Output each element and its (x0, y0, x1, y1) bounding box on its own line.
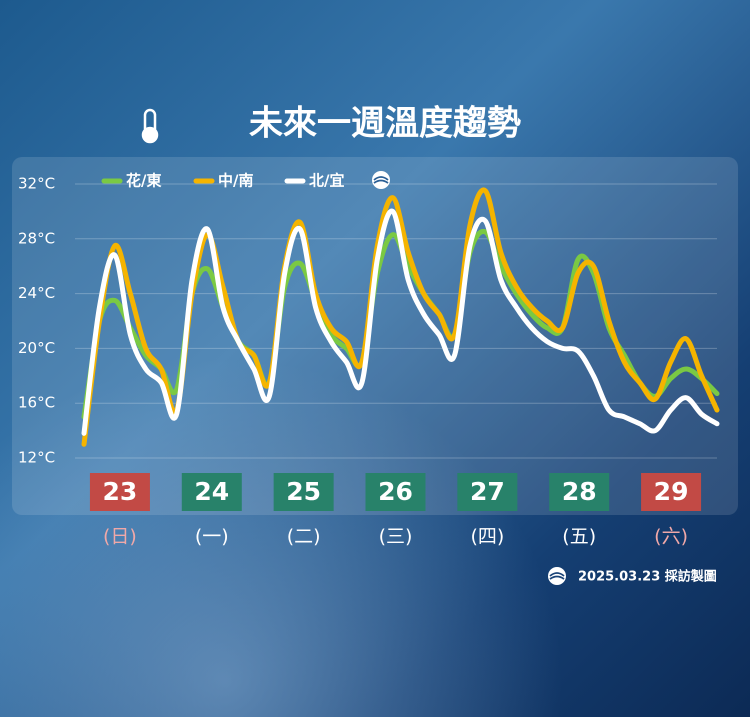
day-weekday: (日) (103, 526, 137, 548)
logo (372, 171, 390, 189)
thermometer-icon (141, 108, 159, 144)
day-date: 26 (378, 477, 413, 506)
day-date: 28 (562, 477, 597, 506)
day-weekday: (四) (470, 526, 504, 548)
day-box (549, 473, 610, 511)
day-box (641, 473, 702, 511)
day-date: 27 (470, 477, 505, 506)
chart-panel (12, 157, 738, 515)
day-weekday: (五) (562, 526, 596, 548)
day-box (89, 473, 150, 511)
day-weekday: (三) (379, 526, 413, 548)
y-tick-label: 20°C (18, 339, 55, 357)
footer-logo (548, 567, 566, 585)
y-tick-label: 32°C (18, 175, 55, 193)
y-tick-label: 16°C (18, 394, 55, 412)
day-weekday: (二) (287, 526, 321, 548)
day-box (365, 473, 426, 511)
day-date: 25 (286, 477, 321, 506)
day-box (457, 473, 518, 511)
series-line (81, 208, 720, 436)
y-tick-label: 28°C (18, 229, 55, 247)
y-tick-label: 12°C (18, 449, 55, 467)
day-box (181, 473, 242, 511)
day-weekday: (六) (654, 526, 688, 548)
day-weekday: (一) (195, 526, 229, 548)
legend-label: 花/東 (126, 172, 161, 190)
day-date: 24 (194, 477, 229, 506)
chart-title: 未來一週溫度趨勢 (249, 104, 521, 144)
source-note: 2025.03.23 採訪製圖 (578, 569, 717, 585)
day-date: 29 (654, 477, 689, 506)
y-tick-label: 24°C (18, 284, 55, 302)
day-box (273, 473, 334, 511)
day-date: 23 (103, 477, 138, 506)
legend-label: 北/宜 (309, 172, 344, 190)
legend-label: 中/南 (218, 172, 253, 190)
